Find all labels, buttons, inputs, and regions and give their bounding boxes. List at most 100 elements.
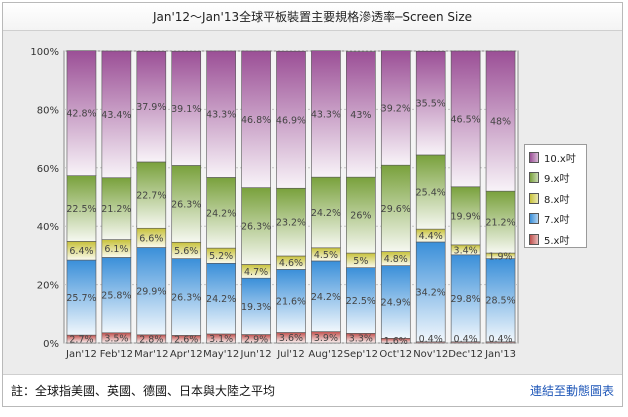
bar-segment [276, 50, 306, 189]
data-label: 21.6% [276, 296, 306, 307]
data-label: 6.1% [104, 244, 128, 255]
bar-segment [450, 254, 481, 343]
data-label: 43.3% [206, 110, 236, 121]
data-label: 1.6% [384, 336, 408, 347]
legend-label: 9.x吋 [544, 174, 570, 186]
data-label: 2.6% [174, 335, 198, 346]
bar-segment [136, 50, 167, 163]
bar-segment [241, 277, 271, 335]
bar-segment [380, 50, 411, 166]
x-tick-label: Sep'12 [344, 349, 378, 360]
data-label: 46.8% [241, 115, 271, 126]
data-label: 4.6% [279, 258, 303, 269]
legend-label: 8.x吋 [544, 194, 570, 206]
bar-segment [241, 50, 271, 188]
data-label: 0.4% [488, 334, 512, 345]
data-label: 43.3% [311, 109, 341, 120]
legend-swatch [529, 233, 539, 245]
data-label: 21.2% [485, 218, 515, 229]
legend-label: 5.x吋 [544, 235, 570, 247]
data-label: 5.6% [174, 246, 198, 257]
bar-segment [101, 257, 132, 334]
x-tick-label: Dec'12 [448, 349, 483, 360]
data-label: 26% [350, 211, 371, 222]
bar-segment [311, 50, 341, 178]
bar-segment [171, 165, 202, 243]
bar-segment [171, 258, 202, 336]
data-label: 26.3% [171, 293, 201, 304]
data-label: 5.2% [209, 251, 233, 262]
data-label: 2.9% [244, 334, 268, 345]
y-tick-label: 20% [37, 281, 59, 292]
data-label: 26.3% [171, 199, 201, 210]
footer: 註：全球指美國、英國、德國、日本與大陸之平均 連結至動態圖表 [3, 374, 622, 406]
data-label: 0.4% [419, 334, 443, 345]
chart-title: Jan'12～Jan'13全球平板裝置主要規格滲透率─Screen Size [3, 3, 622, 31]
data-label: 6.6% [139, 233, 163, 244]
data-label: 3.3% [349, 334, 373, 345]
data-label: 3.5% [104, 333, 128, 344]
data-label: 25.8% [101, 291, 131, 302]
x-tick-label: Feb'12 [100, 349, 133, 360]
bar-segment [450, 50, 481, 188]
bar-segment [276, 187, 306, 257]
legend-item: 9.x吋 [529, 168, 582, 189]
y-tick-label: 40% [37, 222, 59, 233]
x-tick-label: Aug'12 [308, 349, 343, 360]
bar-segment [171, 50, 202, 166]
data-label: 22.5% [346, 296, 376, 307]
data-label: 35.5% [416, 99, 446, 110]
bar-segment [66, 175, 97, 242]
y-tick-label: 60% [37, 164, 59, 175]
bar-segment [241, 187, 271, 265]
y-tick-label: 100% [30, 47, 59, 58]
x-tick-label: Jul'12 [276, 349, 305, 360]
data-label: 43% [350, 110, 371, 121]
data-label: 21.2% [101, 204, 131, 215]
bar-segment [276, 269, 306, 333]
data-label: 37.9% [136, 102, 166, 113]
legend-label: 7.x吋 [544, 215, 570, 227]
chart-window: Jan'12～Jan'13全球平板裝置主要規格滲透率─Screen Size 0… [2, 2, 623, 407]
data-label: 5% [353, 256, 368, 267]
data-label: 2.8% [139, 334, 163, 345]
legend: 10.x吋 9.x吋 8.x吋 7.x吋 5.x吋 [524, 144, 587, 248]
data-label: 29.9% [136, 287, 166, 298]
data-label: 4.4% [419, 231, 443, 242]
bar-segment [101, 50, 132, 179]
bar-segment [66, 259, 97, 336]
data-label: 29.6% [381, 204, 411, 215]
bar-segment [380, 265, 411, 339]
footer-note: 註：全球指美國、英國、德國、日本與大陸之平均 [11, 384, 276, 398]
data-label: 3.1% [209, 334, 233, 345]
bar-segment [311, 176, 341, 249]
data-label: 42.8% [66, 109, 96, 120]
data-label: 25.4% [416, 188, 446, 199]
data-label: 25.7% [66, 293, 96, 304]
bar-segment [485, 190, 516, 254]
legend-item: 7.x吋 [529, 209, 582, 230]
legend-swatch [529, 213, 539, 225]
x-tick-label: May'12 [203, 349, 239, 360]
bar-segment [485, 50, 516, 192]
dynamic-chart-link[interactable]: 連結至動態圖表 [529, 384, 614, 398]
x-tick-label: Jan'13 [484, 349, 516, 360]
bar-segment [206, 262, 236, 335]
legend-item: 10.x吋 [529, 147, 582, 168]
legend-item: 8.x吋 [529, 188, 582, 209]
bar-segment [136, 247, 167, 336]
legend-swatch [529, 151, 539, 163]
data-label: 3.9% [314, 333, 338, 344]
x-tick-label: Apr'12 [170, 349, 203, 360]
data-label: 4.7% [244, 267, 268, 278]
x-tick-label: Mar'12 [134, 349, 168, 360]
y-tick-label: 80% [37, 105, 59, 116]
bar-segment [415, 154, 446, 230]
data-label: 24.2% [311, 292, 341, 303]
bar-segment [206, 50, 236, 178]
data-label: 2.7% [69, 335, 93, 346]
legend-swatch [529, 192, 539, 204]
data-label: 46.9% [276, 115, 306, 126]
data-label: 46.5% [451, 114, 481, 125]
data-label: 39.2% [381, 103, 411, 114]
